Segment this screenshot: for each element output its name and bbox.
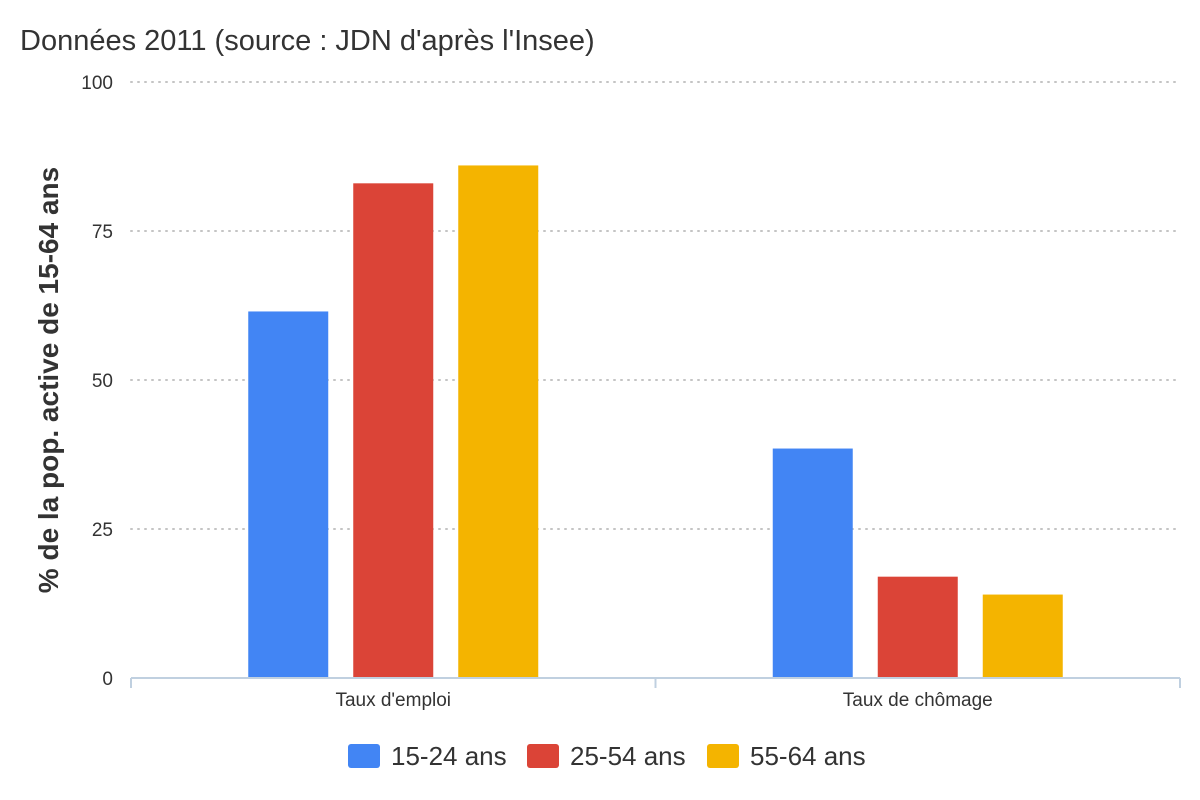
bar-15-24-ans-1	[772, 448, 853, 678]
y-tick-label: 100	[81, 73, 113, 94]
legend-swatch	[348, 744, 380, 768]
bar-55-64-ans-0	[458, 165, 539, 678]
legend-label: 25-54 ans	[570, 741, 686, 771]
y-tick-label: 75	[92, 222, 113, 243]
y-axis-title: % de la pop. active de 15-64 ans	[33, 167, 64, 593]
bar-25-54-ans-0	[353, 183, 434, 678]
y-tick-label: 0	[102, 669, 113, 690]
bar-55-64-ans-1	[982, 594, 1063, 678]
y-tick-label: 25	[92, 520, 113, 541]
x-category-label: Taux d'emploi	[335, 690, 451, 711]
legend-label: 15-24 ans	[391, 741, 507, 771]
legend-swatch	[527, 744, 559, 768]
bars	[248, 165, 1063, 678]
bar-25-54-ans-1	[877, 576, 958, 678]
legend: 15-24 ans 25-54 ans 55-64 ans	[348, 741, 866, 771]
legend-swatch	[707, 744, 739, 768]
legend-label: 55-64 ans	[750, 741, 866, 771]
y-tick-label: 50	[92, 371, 113, 392]
x-axis-ticks: Taux d'emploi Taux de chômage	[130, 678, 1181, 711]
chart-title: Données 2011 (source : JDN d'après l'Ins…	[20, 25, 595, 57]
y-axis-ticks: 0 25 50 75 100	[81, 73, 113, 690]
x-category-label: Taux de chômage	[843, 690, 993, 711]
bar-15-24-ans-0	[248, 311, 329, 678]
